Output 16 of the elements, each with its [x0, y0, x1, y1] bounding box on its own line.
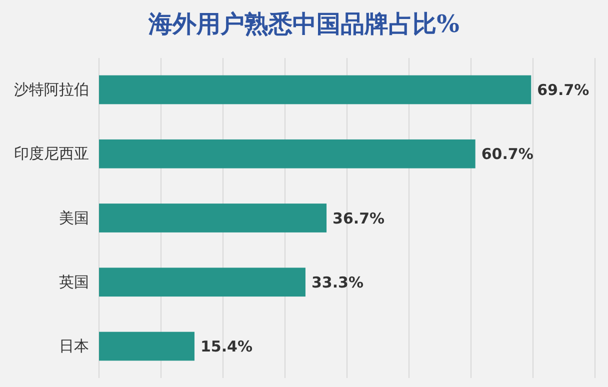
data-label: 69.7% — [537, 80, 590, 99]
data-label: 60.7% — [481, 145, 534, 164]
chart-title: 海外用户熟悉中国品牌占比% — [148, 9, 460, 38]
y-tick-label: 沙特阿拉伯 — [14, 82, 89, 99]
y-tick-label: 美国 — [59, 210, 89, 227]
bar — [99, 75, 532, 104]
data-label: 15.4% — [200, 338, 253, 356]
bar — [99, 268, 306, 297]
y-tick-label: 日本 — [59, 338, 89, 356]
data-label: 36.7% — [332, 209, 385, 228]
bar — [99, 139, 476, 168]
bar — [99, 332, 194, 361]
y-tick-label: 印度尼西亚 — [14, 146, 89, 163]
data-label: 33.3% — [311, 273, 364, 292]
y-tick-label: 英国 — [59, 274, 89, 291]
bar — [99, 204, 327, 232]
